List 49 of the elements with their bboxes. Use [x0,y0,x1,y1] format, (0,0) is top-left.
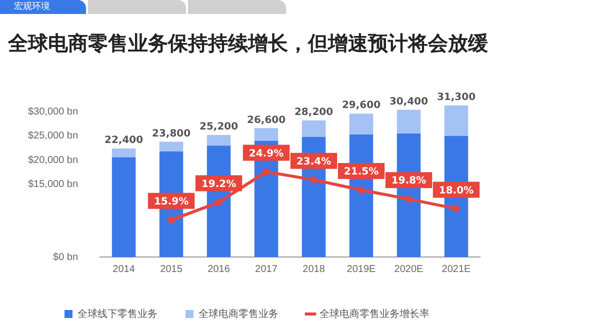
bar [349,114,374,134]
total-label: 26,600 [246,114,286,126]
data-label: 18.0% [438,185,474,196]
bar [112,148,136,158]
bar [254,128,278,141]
point [405,196,412,203]
x-tick-label: 2017 [255,264,278,275]
total-label: 23,800 [152,128,191,140]
x-tick-label: 2018 [302,264,326,275]
legend-label: 全球电商零售业务 [198,308,278,320]
point [452,205,460,212]
bar [444,105,468,136]
data-label: 15.9% [154,196,189,208]
point [262,168,270,176]
x-tick-label: 2019E [346,264,376,275]
chart-title: 全球电商零售业务保持持续增长，但增速预计将会放缓 [8,30,488,57]
legend-label: 全球电商零售业务增长率 [320,308,430,320]
bar [302,120,326,137]
data-label: 21.5% [344,166,379,178]
data-label: 23.4% [296,156,332,168]
point [310,176,318,184]
point [215,198,222,206]
x-tick-label: 2016 [208,264,230,275]
y-tick-label: $0 bn [53,252,78,263]
total-label: 31,300 [436,92,476,103]
x-tick-label: 2020E [394,264,424,275]
total-label: 25,200 [199,122,238,133]
data-label: 24.9% [248,148,284,160]
bar [396,110,421,134]
point [168,216,175,224]
legend-label: 全球线下零售业务 [78,308,158,320]
bar [206,134,231,146]
total-label: 29,600 [342,100,381,112]
data-label: 19.8% [391,176,426,187]
text: 宏观环境 [0,0,86,14]
point [358,186,365,194]
x-tick-label: 2021E [442,264,472,275]
x-tick-label: 2014 [112,264,136,275]
x-tick-label: 2015 [160,264,183,275]
total-label: 28,200 [294,107,334,118]
y-tick-label: $30,000 bn [28,106,78,118]
y-tick-label: $25,000 bn [28,130,78,142]
total-label: 30,400 [389,96,428,108]
y-tick-label: $15,000 bn [28,179,78,190]
data-label: 19.2% [201,178,236,190]
y-tick-label: $20,000 bn [28,154,78,166]
bar [112,157,136,257]
bar [159,142,184,152]
total-label: 22,400 [104,135,144,146]
